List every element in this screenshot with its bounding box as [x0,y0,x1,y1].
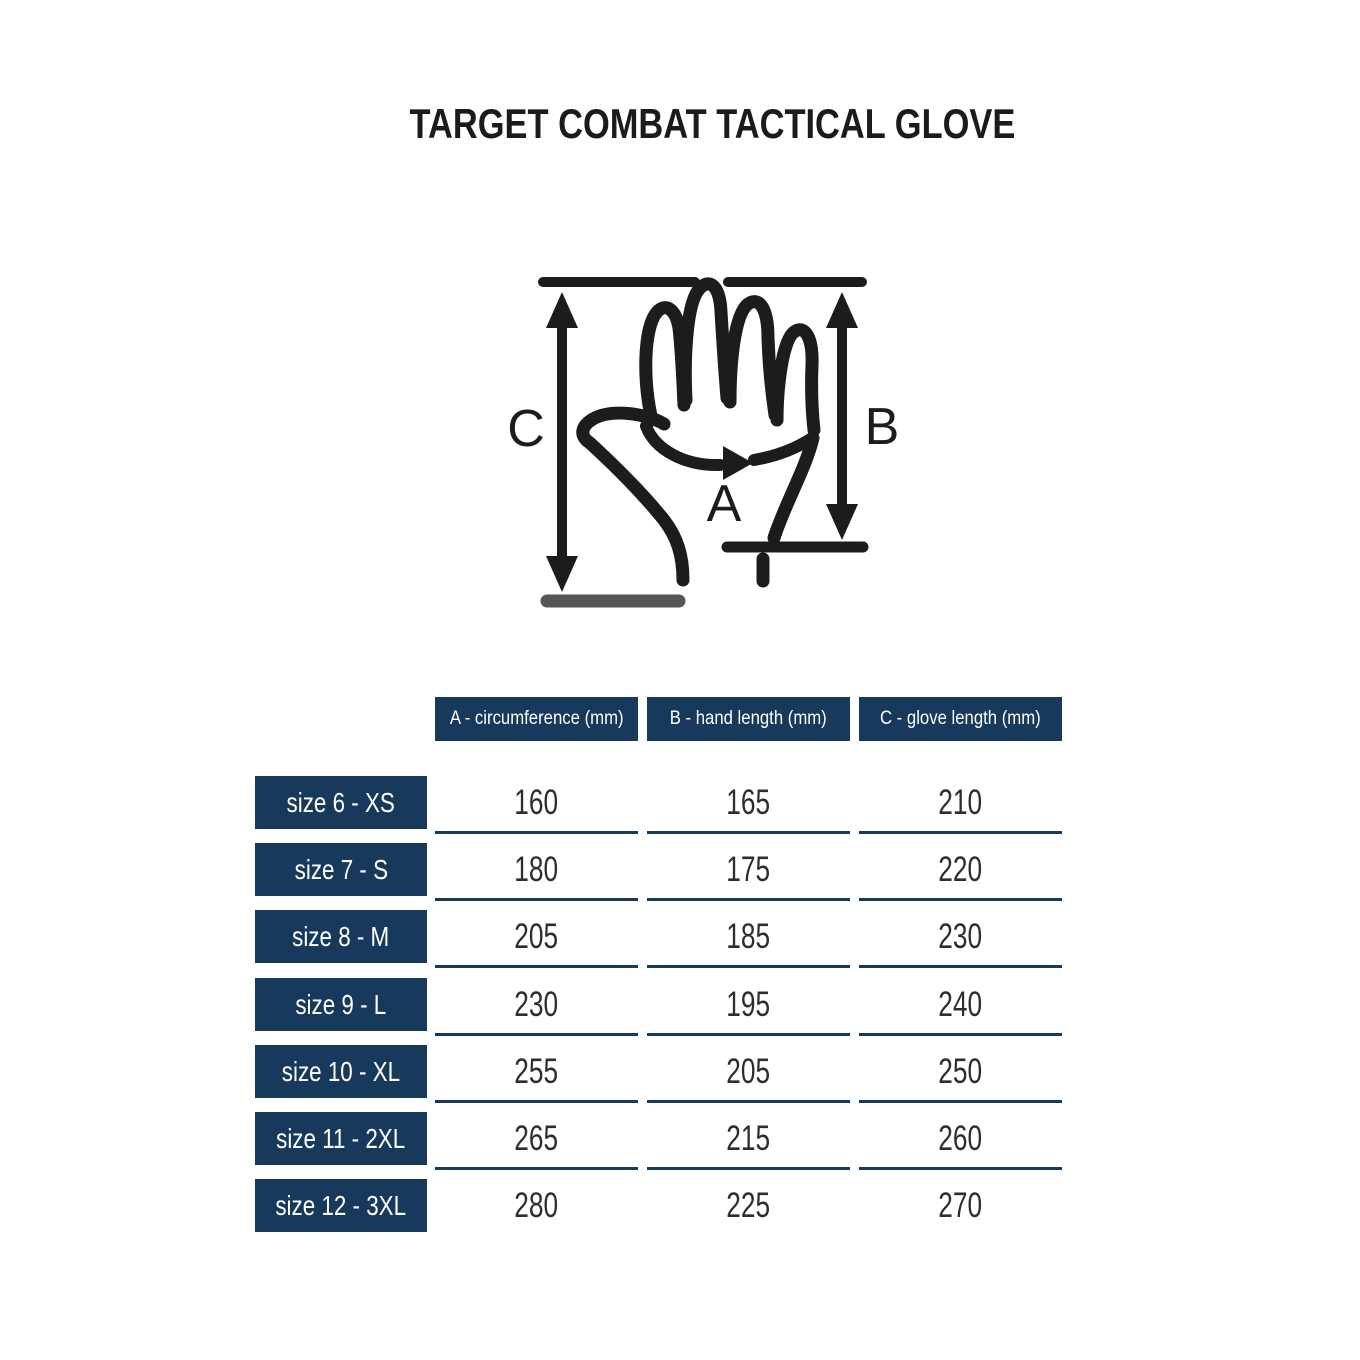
table-header-row: A - circumference (mm) B - hand length (… [435,697,1062,741]
hand-measurement-diagram: C B A [480,250,920,640]
value-glove-length: 230 [859,910,1062,968]
value-circumference: 205 [435,910,638,968]
value-hand-length: 165 [647,776,850,834]
column-header-glove-length: C - glove length (mm) [859,697,1062,741]
size-label: size 10 - XL [255,1045,427,1098]
label-b: B [865,398,900,456]
size-label: size 7 - S [255,843,427,896]
value-circumference: 280 [514,1185,559,1225]
value-circumference: 230 [435,978,638,1036]
hand-length-arrow [826,292,858,540]
hand-diagram-svg: C B A [507,277,900,608]
label-a: A [707,475,742,533]
label-c: C [507,400,545,458]
value-glove-length: 270 [938,1185,983,1225]
glove-length-arrow [546,292,578,592]
table-row: size 10 - XL 255 205 250 [255,1045,1062,1103]
size-label: size 12 - 3XL [255,1179,427,1232]
value-glove-length: 210 [859,776,1062,834]
value-hand-length: 175 [647,843,850,901]
table-row: size 8 - M 205 185 230 [255,910,1062,968]
size-label: size 9 - L [255,978,427,1031]
table-row: size 6 - XS 160 165 210 [255,776,1062,834]
value-hand-length: 215 [647,1112,850,1170]
size-table: A - circumference (mm) B - hand length (… [255,697,1062,1233]
value-hand-length: 185 [647,910,850,968]
page-title: TARGET COMBAT TACTICAL GLOVE [409,100,1015,147]
value-glove-length: 240 [859,978,1062,1036]
value-glove-length: 220 [859,843,1062,901]
value-circumference: 255 [435,1045,638,1103]
size-label: size 11 - 2XL [255,1112,427,1165]
table-row: size 11 - 2XL 265 215 260 [255,1112,1062,1170]
value-hand-length: 195 [647,978,850,1036]
table-row: size 7 - S 180 175 220 [255,843,1062,901]
circumference-arrow [640,420,818,480]
column-header-circumference: A - circumference (mm) [435,697,638,741]
value-circumference: 180 [435,843,638,901]
table-row: size 12 - 3XL 280 225 270 [255,1179,1062,1232]
value-circumference: 265 [435,1112,638,1170]
size-label: size 8 - M [255,910,427,963]
value-glove-length: 250 [859,1045,1062,1103]
column-header-hand-length: B - hand length (mm) [647,697,850,741]
value-glove-length: 260 [859,1112,1062,1170]
table-row: size 9 - L 230 195 240 [255,978,1062,1036]
hand-outline [576,277,821,588]
value-hand-length: 205 [647,1045,850,1103]
size-label: size 6 - XS [255,776,427,829]
value-circumference: 160 [435,776,638,834]
value-hand-length: 225 [726,1185,771,1225]
